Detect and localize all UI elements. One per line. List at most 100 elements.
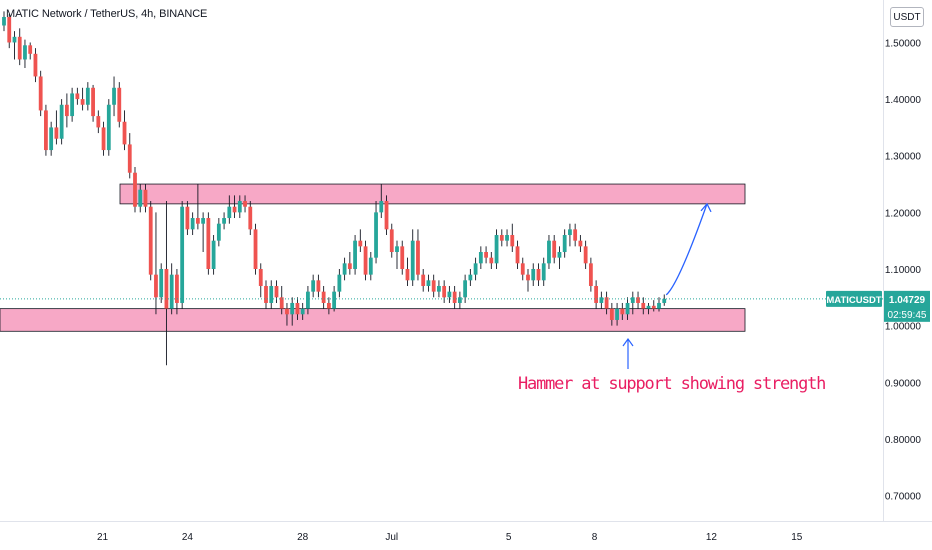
candle-body	[96, 116, 101, 128]
candle-body	[442, 285, 447, 298]
candle	[583, 240, 588, 269]
candle	[38, 70, 43, 117]
y-tick-label: 0.90000	[885, 378, 922, 389]
candle-body	[599, 297, 604, 303]
symbol-title[interactable]: MATIC Network / TetherUS, 4h, BINANCE	[6, 8, 208, 20]
candle	[227, 195, 232, 224]
candle	[447, 285, 452, 303]
candle-body	[499, 235, 504, 241]
candle	[421, 268, 426, 292]
price-axis[interactable]: 1.50000 1.40000 1.30000 1.20000 1.10000 1.000…	[885, 38, 922, 502]
candle-body	[164, 268, 169, 309]
candle-body	[54, 127, 59, 139]
x-tick-label: 15	[791, 532, 803, 543]
candle-body	[337, 274, 342, 292]
candle-body	[279, 297, 284, 309]
candle-body	[484, 252, 488, 258]
x-tick-label: 12	[706, 532, 718, 543]
candle-body	[295, 302, 300, 315]
candle-body	[541, 263, 546, 281]
candle-body	[227, 206, 232, 219]
candle-body	[222, 218, 226, 224]
candle-body	[248, 206, 253, 230]
candle-body	[112, 87, 116, 105]
candle-body	[437, 285, 441, 292]
candle	[547, 235, 551, 269]
candle-body	[75, 93, 80, 100]
candle-body	[657, 302, 661, 309]
candle-body	[552, 240, 557, 258]
y-tick-label: 0.70000	[885, 492, 922, 503]
candle-body	[59, 104, 64, 139]
candle-body	[395, 246, 399, 253]
candle-body	[175, 274, 179, 303]
candle-body	[353, 240, 357, 269]
candle	[620, 302, 625, 320]
candle	[122, 110, 127, 151]
candle-body	[28, 45, 33, 54]
candle	[568, 223, 572, 247]
candle-body	[290, 302, 295, 315]
x-tick-label: 21	[97, 532, 109, 543]
candle-body	[379, 201, 384, 213]
symbol-tag-label: MATICUSDT	[826, 295, 881, 306]
candle	[59, 99, 64, 145]
candle-body	[253, 229, 258, 269]
candle	[489, 252, 494, 269]
candle	[463, 274, 468, 303]
currency-button[interactable]: USDT	[890, 7, 924, 27]
candle-body	[33, 53, 38, 77]
candle-body	[237, 201, 242, 213]
candle	[127, 133, 132, 179]
candle-body	[363, 246, 368, 275]
candle-body	[573, 229, 578, 241]
candle-body	[195, 218, 200, 224]
candle	[264, 280, 268, 309]
candle	[657, 297, 661, 312]
candle	[216, 218, 221, 247]
candle	[347, 252, 352, 275]
y-tick-label: 1.20000	[885, 208, 922, 219]
candle-body	[400, 246, 405, 269]
candle	[12, 31, 17, 60]
candles-layer	[2, 11, 667, 366]
candle-body	[2, 16, 6, 26]
candle	[510, 223, 515, 253]
candle	[211, 235, 216, 275]
candle-body	[159, 268, 164, 298]
candle	[311, 274, 316, 298]
candle-body	[520, 263, 525, 275]
y-tick-label: 0.80000	[885, 435, 922, 446]
candle	[520, 257, 525, 281]
candle-body	[201, 218, 206, 224]
candle	[148, 201, 153, 281]
candle-body	[583, 246, 588, 264]
candle	[578, 235, 583, 253]
x-tick-label: 8	[592, 532, 598, 543]
candle-body	[384, 201, 389, 230]
time-axis[interactable]: 21 24 28 Jul 5 8 12 15	[97, 532, 803, 543]
candle	[437, 280, 441, 298]
candle	[117, 82, 122, 128]
candle	[588, 257, 593, 292]
candle	[630, 291, 635, 315]
candle-body	[568, 229, 572, 236]
candle-body	[426, 280, 431, 286]
candle-body	[620, 308, 625, 315]
candle-body	[7, 16, 12, 43]
candle-body	[562, 235, 567, 253]
candle-body	[604, 297, 609, 309]
candle	[7, 14, 12, 49]
candle	[625, 297, 630, 320]
candle	[353, 235, 357, 275]
candle-body	[463, 280, 468, 298]
candle	[143, 184, 148, 213]
candle	[316, 274, 321, 298]
candle-body	[106, 104, 111, 151]
candle-body	[431, 280, 436, 292]
candle-body	[447, 291, 452, 298]
candle-body	[232, 206, 237, 213]
symbol-tag-bg	[826, 290, 882, 307]
